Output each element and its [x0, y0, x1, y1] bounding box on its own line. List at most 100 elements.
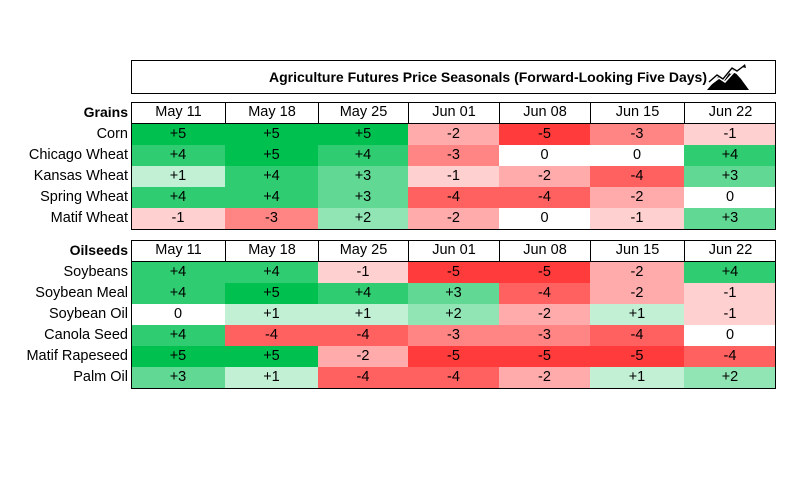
heatmap-cell: 0 — [131, 304, 225, 325]
heatmap-cell: -4 — [318, 325, 408, 346]
heatmap-cell: +3 — [684, 208, 776, 229]
heatmap-cell: +1 — [225, 304, 318, 325]
heatmap-cell: -1 — [590, 208, 684, 229]
row-label: Corn — [96, 126, 128, 142]
column-header: Jun 15 — [590, 102, 684, 123]
heatmap-cell: +2 — [684, 367, 776, 388]
heatmap-cell: -1 — [684, 304, 776, 325]
heatmap-cell: +5 — [225, 346, 318, 367]
heatmap-cell: +4 — [131, 262, 225, 283]
row-label: Matif Wheat — [50, 210, 128, 226]
heatmap-cell: +4 — [225, 262, 318, 283]
heatmap-cell: +1 — [225, 367, 318, 388]
heatmap-cell: -4 — [590, 325, 684, 346]
column-header: Jun 22 — [684, 102, 776, 123]
heatmap-cell: 0 — [590, 145, 684, 166]
row-label: Spring Wheat — [40, 189, 128, 205]
heatmap-cell: -2 — [408, 208, 499, 229]
column-header: Jun 01 — [408, 102, 499, 123]
heatmap-cell: -2 — [590, 283, 684, 304]
table-left-border — [131, 240, 132, 388]
heatmap-cell: +3 — [318, 166, 408, 187]
heatmap-cell: +2 — [408, 304, 499, 325]
header-underline — [131, 123, 776, 124]
heatmap-cell: -3 — [408, 145, 499, 166]
header-underline — [131, 261, 776, 262]
heatmap-cell: +5 — [225, 145, 318, 166]
row-label: Matif Rapeseed — [26, 348, 128, 364]
table-bottom-border — [131, 229, 776, 230]
heatmap-cell: +5 — [225, 124, 318, 145]
heatmap-cell: -4 — [408, 187, 499, 208]
mountain-chart-icon — [707, 64, 749, 90]
heatmap-cell: +5 — [131, 346, 225, 367]
column-header: Jun 08 — [499, 240, 590, 261]
heatmap-cell: -3 — [590, 124, 684, 145]
heatmap-cell: +4 — [684, 262, 776, 283]
table-top-border — [131, 240, 776, 241]
column-header: May 18 — [225, 240, 318, 261]
heatmap-cell: +4 — [684, 145, 776, 166]
heatmap-cell: +4 — [131, 145, 225, 166]
heatmap-cell: -4 — [225, 325, 318, 346]
column-header: May 11 — [131, 102, 225, 123]
heatmap-cell: +4 — [318, 145, 408, 166]
heatmap-cell: -5 — [408, 346, 499, 367]
heatmap-cell: -3 — [499, 325, 590, 346]
heatmap-cell: -1 — [684, 124, 776, 145]
column-header: Jun 01 — [408, 240, 499, 261]
heatmap-cell: +3 — [408, 283, 499, 304]
heatmap-cell: 0 — [684, 187, 776, 208]
column-header: May 11 — [131, 240, 225, 261]
heatmap-cell: -2 — [590, 187, 684, 208]
heatmap-cell: -4 — [590, 166, 684, 187]
heatmap-cell: -5 — [499, 346, 590, 367]
heatmap-cell: +5 — [225, 283, 318, 304]
heatmap-cell: +3 — [318, 187, 408, 208]
heatmap-cell: +4 — [225, 166, 318, 187]
column-header: May 18 — [225, 102, 318, 123]
heatmap-cell: -1 — [318, 262, 408, 283]
row-label: Canola Seed — [44, 327, 128, 343]
heatmap-cell: -1 — [131, 208, 225, 229]
column-header: Jun 08 — [499, 102, 590, 123]
heatmap-cell: +1 — [590, 304, 684, 325]
row-label: Palm Oil — [73, 369, 128, 385]
heatmap-cell: +4 — [318, 283, 408, 304]
heatmap-cell: +3 — [131, 367, 225, 388]
heatmap-cell: +5 — [318, 124, 408, 145]
heatmap-cell: 0 — [499, 208, 590, 229]
row-label: Chicago Wheat — [28, 147, 128, 163]
column-header: Jun 15 — [590, 240, 684, 261]
heatmap-cell: -1 — [408, 166, 499, 187]
heatmap-cell: -2 — [499, 367, 590, 388]
heatmap-cell: +3 — [684, 166, 776, 187]
table-right-border — [775, 102, 776, 229]
row-label: Soybean Oil — [49, 306, 128, 322]
heatmap-cell: 0 — [499, 145, 590, 166]
heatmap-cell: -4 — [499, 283, 590, 304]
heatmap-cell: -2 — [499, 166, 590, 187]
row-label: Soybean Meal — [35, 285, 128, 301]
heatmap-cell: +4 — [131, 325, 225, 346]
heatmap-cell: -4 — [318, 367, 408, 388]
row-label: Kansas Wheat — [33, 168, 128, 184]
column-header: May 25 — [318, 102, 408, 123]
chart-title: Agriculture Futures Price Seasonals (For… — [269, 69, 707, 85]
table-top-border — [131, 102, 776, 103]
heatmap-cell: +1 — [131, 166, 225, 187]
heatmap-cell: -5 — [499, 262, 590, 283]
heatmap-cell: +4 — [225, 187, 318, 208]
chart-title-box: Agriculture Futures Price Seasonals (For… — [131, 60, 776, 94]
row-label: Soybeans — [63, 264, 129, 280]
column-header: May 25 — [318, 240, 408, 261]
heatmap-cell: +1 — [590, 367, 684, 388]
heatmap-cell: -2 — [408, 124, 499, 145]
heatmap-cell: -4 — [408, 367, 499, 388]
heatmap-cell: -2 — [499, 304, 590, 325]
heatmap-cell: -5 — [590, 346, 684, 367]
heatmap-cell: -4 — [684, 346, 776, 367]
heatmap-cell: +4 — [131, 187, 225, 208]
section-label: Oilseeds — [69, 242, 128, 258]
heatmap-cell: -3 — [225, 208, 318, 229]
